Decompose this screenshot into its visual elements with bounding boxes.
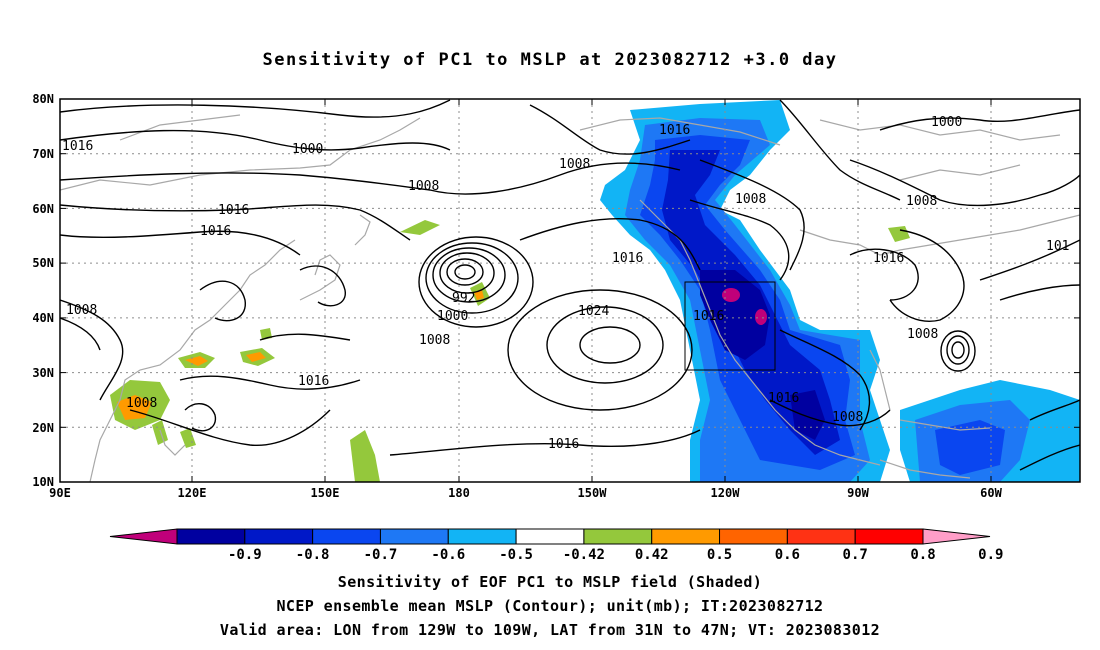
lon-label: 60W: [980, 486, 1002, 500]
colorbar-box: [719, 528, 788, 545]
colorbar-box: [786, 528, 856, 545]
contour-label: 992: [452, 291, 475, 306]
contour-label: 1016: [768, 391, 799, 406]
caption-line-2: NCEP ensemble mean MSLP (Contour); unit(…: [276, 597, 824, 615]
contour-label: 1008: [906, 194, 937, 209]
colorbar-box: [312, 528, 381, 545]
contour-label: 1008: [66, 303, 97, 318]
colorbar-box: [244, 528, 314, 545]
contour-label: 1016: [62, 139, 93, 154]
caption-line-1: Sensitivity of EOF PC1 to MSLP field (Sh…: [337, 573, 763, 591]
contour-label: 1024: [578, 304, 609, 319]
colorbar-box: [651, 528, 721, 545]
lat-label: 70N: [32, 147, 54, 161]
contour-label: 1016: [200, 224, 231, 239]
colorbar-box: [447, 528, 517, 545]
graticule: [60, 99, 1080, 482]
contour-label: 1008: [408, 179, 439, 194]
lat-axis: 80N 70N 60N 50N 40N 30N 20N 10N: [32, 92, 54, 489]
contour-label: 1000: [437, 309, 468, 324]
colorbar-label: -0.6: [431, 547, 465, 563]
valid-area-box: [684, 281, 776, 371]
lat-label: 80N: [32, 92, 54, 106]
colorbar-label: 0.7: [843, 547, 868, 563]
mslp-contours: [60, 99, 1080, 471]
lat-label: 40N: [32, 311, 54, 325]
colorbar-label: 0.5: [707, 547, 732, 563]
contour-label: 1016: [218, 203, 249, 218]
colorbar-box: [854, 528, 924, 545]
contour-label: 1008: [126, 396, 157, 411]
contour-label: 1016: [612, 251, 643, 266]
contour-label: 1016: [873, 251, 904, 266]
contour-label: 1000: [292, 142, 323, 157]
sensitivity-shading: [110, 100, 1080, 482]
colorbar-label: 0.9: [978, 547, 1003, 563]
contour-labels: 1016 1000 1008 1016 1016 1016 1008 1000 …: [62, 115, 1069, 452]
contour-label: 1008: [907, 327, 938, 342]
lon-label: 180: [448, 486, 470, 500]
contour-label: 1008: [559, 157, 590, 172]
lon-label: 90W: [847, 486, 869, 500]
chart-title: Sensitivity of PC1 to MSLP at 2023082712…: [262, 50, 838, 70]
contour-label: 1016: [659, 123, 690, 138]
colorbar-label: -0.9: [228, 547, 262, 563]
plot-frame: [59, 98, 1081, 483]
contour-label: 1016: [298, 374, 329, 389]
contour-label: 101: [1046, 239, 1069, 254]
lat-label: 10N: [32, 475, 54, 489]
lon-axis: 90E 120E 150E 180 150W 120W 90W 60W: [49, 486, 1002, 500]
colorbar-label: -0.5: [499, 547, 533, 563]
lon-label: 150W: [578, 486, 608, 500]
lat-label: 60N: [32, 202, 54, 216]
coastlines: [60, 114, 1080, 482]
contour-label: 1008: [735, 192, 766, 207]
lon-label: 150E: [311, 486, 340, 500]
lat-label: 20N: [32, 421, 54, 435]
axis-ticks: [59, 98, 1080, 483]
colorbar-box: [515, 528, 585, 545]
colorbar-box: [176, 528, 246, 545]
colorbar-label: -0.42: [563, 547, 605, 563]
lon-label: 90E: [49, 486, 71, 500]
contour-label: 1016: [693, 309, 724, 324]
colorbar-left-arrow: [109, 528, 178, 545]
caption-line-3: Valid area: LON from 129W to 109W, LAT f…: [219, 621, 881, 639]
colorbar-box: [379, 528, 449, 545]
contour-label: 1000: [931, 115, 962, 130]
contour-label: 1008: [419, 333, 450, 348]
colorbar: -0.9 -0.8 -0.7 -0.6 -0.5 -0.42 0.42 0.5 0.6 0.7 0.…: [109, 528, 1003, 563]
colorbar-label: 0.6: [775, 547, 800, 563]
contour-label: 1008: [832, 410, 863, 425]
lat-label: 50N: [32, 256, 54, 270]
lat-label: 30N: [32, 366, 54, 380]
colorbar-label: -0.7: [364, 547, 398, 563]
contour-label: 1016: [548, 437, 579, 452]
lon-label: 120W: [711, 486, 741, 500]
colorbar-box: [583, 528, 653, 545]
colorbar-label: -0.8: [296, 547, 330, 563]
colorbar-right-arrow: [922, 528, 991, 545]
colorbar-label: 0.42: [635, 547, 669, 563]
colorbar-label: 0.8: [910, 547, 935, 563]
lon-label: 120E: [178, 486, 207, 500]
